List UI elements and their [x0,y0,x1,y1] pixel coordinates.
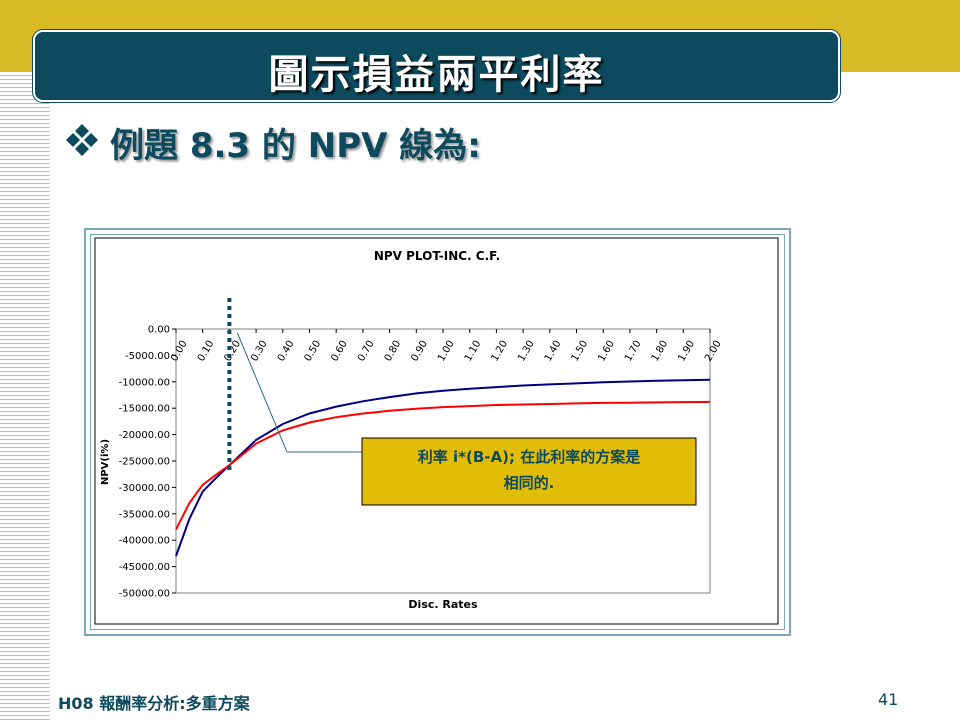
y-tick-label: -25000.00 [119,457,170,468]
y-tick-label: -15000.00 [119,404,170,415]
y-tick-label: -40000.00 [119,536,170,547]
y-tick-label: -5000.00 [125,351,170,362]
y-tick-label: -45000.00 [119,562,170,573]
y-tick-label: -10000.00 [119,377,170,388]
y-tick-label: -20000.00 [119,430,170,441]
title-banner: 圖示損益兩平利率 [33,30,840,102]
left-stripe-decoration [0,72,50,720]
y-tick-label: 0.00 [148,325,170,336]
y-axis-ticks: 0.00 -5000.00 -10000.00 -15000.00 -20000.00 -… [119,325,176,600]
y-axis-label: NPV(i%) [100,439,111,485]
series-lines [175,378,711,557]
callout-line-1: 利率 i*(B-A); 在此利率的方案是 [418,448,641,466]
npv-series-line-2 [175,400,711,531]
y-tick-label: -35000.00 [119,509,170,520]
x-axis-label: Disc. Rates [408,598,478,611]
slide-title: 圖示損益兩平利率 [268,52,605,98]
callout-line-2: 相同的. [504,474,555,492]
callout-box [361,437,697,506]
slide-heading: 例題 8.3 的 NPV 線為: [110,126,481,166]
chart-title: NPV PLOT-INC. C.F. [374,249,500,263]
y-tick-label: -30000.00 [119,483,170,494]
y-tick-label: -50000.00 [119,589,170,600]
callout-leader-line [236,332,288,453]
chart-inner-border [90,234,785,630]
page-number: 41 [878,690,899,709]
footer-course-label: H08 報酬率分析:多重方案 [58,694,250,713]
four-diamond-bullet-icon [66,124,98,156]
